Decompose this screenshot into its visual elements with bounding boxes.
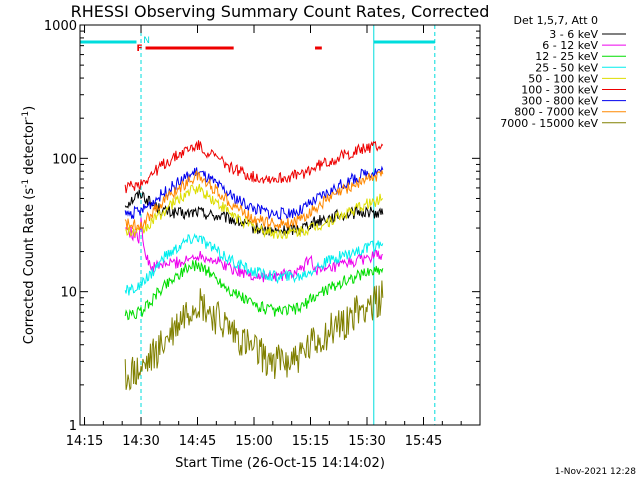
y-tick-label-3: 1000: [44, 19, 77, 34]
legend-label-1: 6 - 12 keV: [542, 39, 598, 52]
legend-label-0: 3 - 6 keV: [549, 28, 598, 41]
annotation-f: F: [136, 44, 142, 54]
footer-date: 1-Nov-2021 12:28: [555, 467, 637, 477]
x-tick-label-3: 15:00: [235, 434, 272, 449]
legend-label-4: 50 - 100 keV: [528, 72, 598, 85]
y-tick-label-2: 100: [52, 152, 77, 167]
y-axis-label-sup2: -1: [21, 111, 31, 120]
series-line-2: [124, 260, 384, 321]
series-line-5: [124, 140, 384, 194]
legend-label-2: 12 - 25 keV: [535, 50, 598, 63]
chart-title: RHESSI Observing Summary Count Rates, Co…: [71, 2, 490, 21]
legend-label-3: 25 - 50 keV: [535, 61, 598, 74]
series-line-1: [124, 217, 384, 283]
x-axis-label: Start Time (26-Oct-15 14:14:02): [175, 456, 385, 471]
y-tick-label-0: 1: [69, 419, 77, 434]
series-line-8: [124, 280, 384, 391]
y-axis-label: Corrected Count Rate (s-1 detector-1): [21, 106, 37, 344]
y-axis-label-sup1: -1: [21, 179, 31, 188]
series-line-7: [124, 170, 384, 231]
series-line-4: [125, 183, 384, 240]
legend-label-5: 100 - 300 keV: [521, 84, 598, 97]
x-tick-label-2: 14:45: [179, 434, 216, 449]
y-axis-label-part2: detector: [22, 119, 37, 179]
x-tick-label-4: 15:15: [292, 434, 329, 449]
x-tick-label-0: 14:15: [66, 434, 103, 449]
legend-title: Det 1,5,7, Att 0: [514, 14, 598, 27]
legend-label-8: 7000 - 15000 keV: [500, 117, 598, 130]
legend-label-7: 800 - 7000 keV: [514, 106, 598, 119]
plot-frame: [79, 24, 481, 426]
legend-label-6: 300 - 800 keV: [521, 95, 598, 108]
y-axis-label-part3: ): [22, 106, 37, 111]
annotation-n: N: [143, 36, 150, 46]
x-tick-label-1: 14:30: [122, 434, 159, 449]
y-axis-label-part1: Corrected Count Rate (s: [22, 188, 37, 345]
x-tick-label-5: 15:30: [348, 434, 385, 449]
series-line-3: [124, 232, 384, 296]
x-tick-label-6: 15:45: [405, 434, 442, 449]
y-tick-label-1: 10: [60, 286, 77, 301]
